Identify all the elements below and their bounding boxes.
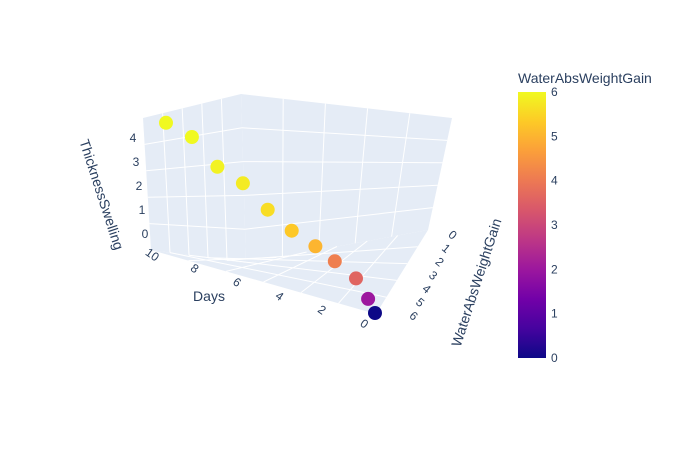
grid-lines: [144, 98, 448, 304]
side-grid-line: [243, 184, 438, 196]
colorbar-tick-label: 5: [551, 129, 558, 143]
back-grid-line: [201, 103, 209, 258]
data-point: [235, 176, 250, 191]
colorbar-tick-label: 0: [551, 351, 558, 365]
x-axis-label: Days: [193, 288, 225, 304]
thickness-tick-label: 4: [130, 131, 137, 145]
data-point: [184, 130, 199, 144]
back-grid-line: [149, 223, 246, 230]
thickness-tick-label: 0: [142, 227, 149, 241]
back-grid-line: [162, 113, 171, 253]
thickness-tick-label: 3: [133, 155, 140, 169]
side-grid-line: [281, 98, 284, 257]
colorbar-title: WaterAbsWeightGain: [518, 70, 652, 86]
floor-grid-line: [226, 246, 418, 261]
thickness-tick-label: 1: [139, 203, 146, 217]
back-grid-line: [181, 108, 190, 256]
data-point: [349, 271, 363, 286]
data-point: [210, 159, 225, 174]
data-point: [308, 239, 323, 254]
y-axis-label: WaterAbsWeightGain: [448, 216, 505, 348]
side-grid-line: [391, 113, 411, 237]
data-markers: [159, 115, 382, 320]
floor-grid-line: [263, 246, 338, 283]
days-tick-label: 6: [230, 275, 244, 290]
data-point: [327, 254, 342, 269]
days-tick-label: 0: [358, 316, 372, 331]
pane-side-wall: [241, 94, 452, 263]
colorbar-tick-label: 6: [551, 85, 558, 99]
back-grid-line: [147, 194, 245, 198]
side-grid-line: [318, 103, 326, 250]
data-point: [284, 223, 299, 238]
data-point: [260, 202, 275, 217]
floor-grid-line: [207, 257, 408, 265]
side-grid-line: [354, 108, 369, 244]
side-grid-line: [242, 161, 443, 164]
days-tick-label: 2: [315, 302, 329, 317]
colorbar-tick-label: 1: [551, 307, 558, 321]
colorbar-tick-label: 2: [551, 262, 558, 276]
side-grid-line: [241, 127, 448, 141]
floor-grid-line: [169, 252, 387, 298]
z-axis-label: ThicknessSwelling: [76, 137, 127, 251]
days-tick-label: 4: [273, 288, 287, 303]
data-point: [159, 115, 173, 130]
days-tick-label: 8: [188, 261, 202, 276]
data-point: [361, 291, 376, 306]
data-point: [368, 306, 382, 320]
water-tick-label: 6: [407, 308, 421, 323]
colorbar-tick-label: 3: [551, 218, 558, 232]
back-grid-line: [220, 98, 228, 261]
colorbar-tick-label: 4: [551, 174, 558, 188]
pane-back-wall: [143, 94, 246, 263]
back-grid-line: [146, 161, 244, 172]
side-grid-line: [244, 207, 433, 230]
thickness-tick-label: 2: [136, 179, 143, 193]
floor-grid-line: [338, 235, 399, 304]
colorbar-tick-labels: 0 1 2 3 4 5 6: [551, 85, 558, 365]
colorbar: [518, 92, 546, 358]
